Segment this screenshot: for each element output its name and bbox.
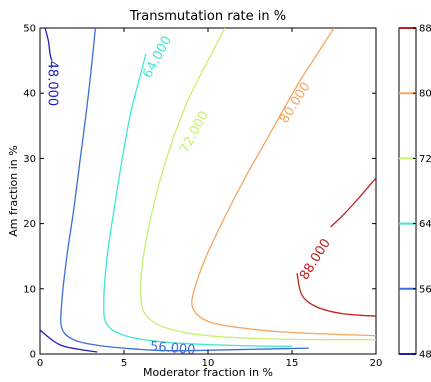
contour-label-48: 48.000: [44, 61, 59, 106]
x-tick-label: 10: [202, 358, 215, 369]
colorbar-tick-label: 56: [419, 284, 431, 295]
contour-line-56-0: [60, 28, 309, 352]
x-tick-label: 0: [37, 358, 43, 369]
contour-label-56: 56.000: [149, 339, 196, 358]
colorbar-tick-label: 64: [419, 219, 431, 230]
colorbar-frame: [398, 27, 417, 355]
y-tick-label: 30: [23, 154, 36, 165]
x-axis-label: Moderator fraction in %: [143, 366, 273, 378]
contour-line-48-0: [44, 28, 53, 61]
x-tick-label: 5: [121, 358, 127, 369]
y-tick-label: 0: [30, 350, 36, 361]
y-axis-ticks: 0 10 20 30 40 50: [23, 24, 376, 361]
y-tick-label: 20: [23, 219, 36, 230]
x-tick-label: 20: [370, 358, 383, 369]
contour-line-80-0: [191, 28, 376, 337]
contour-line-64-0: [103, 53, 293, 347]
colorbar-ticks: 48 56 64 72 80 88: [413, 24, 431, 361]
x-tick-label: 15: [286, 358, 299, 369]
y-tick-label: 50: [23, 24, 36, 35]
colorbar-tick-label: 80: [419, 89, 431, 100]
chart-title: Transmutation rate in %: [129, 9, 286, 24]
colorbar: 48 56 64 72 80 88: [398, 24, 431, 361]
plot-area: [39, 27, 377, 355]
contour-lines: [40, 28, 376, 353]
y-tick-label: 10: [23, 284, 36, 295]
contour-line-72-0: [139, 28, 376, 341]
contour-line-48-1: [40, 329, 98, 353]
y-tick-label: 40: [23, 89, 36, 100]
x-axis-ticks: 0 5 10 15 20: [37, 28, 383, 369]
colorbar-tick-label: 72: [419, 154, 431, 165]
contour-line-88-1: [296, 273, 376, 317]
contour-line-88-0: [330, 177, 376, 228]
colorbar-tick-label: 48: [419, 350, 431, 361]
colorbar-tick-label: 88: [419, 24, 431, 35]
y-axis-label: Am fraction in %: [7, 145, 20, 236]
